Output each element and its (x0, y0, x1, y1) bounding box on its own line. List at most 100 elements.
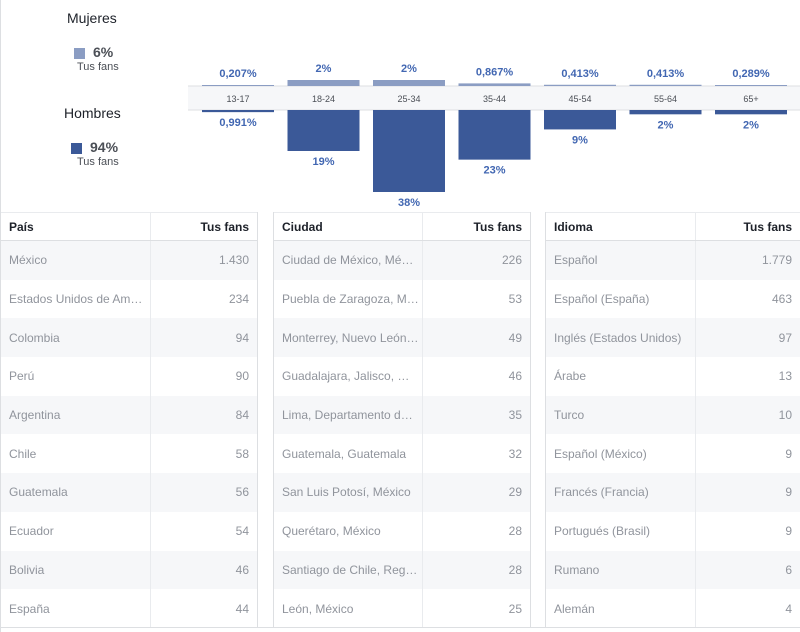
cities-row-name: Guadalajara, Jalisco, … (274, 357, 423, 396)
countries-row-name: Guatemala (1, 473, 151, 512)
table-row: Perú 90 (1, 357, 257, 396)
languages-row-value: 1.779 (761, 253, 792, 268)
languages-table-header: Idioma Tus fans (546, 212, 800, 241)
languages-row-name: Portugués (Brasil) (546, 511, 696, 551)
cities-row-name: Ciudad de México, Mé… (274, 241, 423, 280)
women-data-label: 2% (401, 63, 417, 75)
men-bar-13-17 (202, 110, 274, 113)
men-bar-45-54 (544, 110, 616, 130)
cities-row-value: 49 (508, 330, 522, 345)
languages-row-name: Árabe (546, 357, 696, 396)
languages-row-value: 13 (778, 369, 792, 384)
cities-row-value: 28 (508, 524, 522, 539)
table-row: Guadalajara, Jalisco, … 46 (274, 357, 530, 396)
languages-table-body: Español 1.779 Español (España) 463 Inglés (E… (546, 241, 800, 628)
countries-row-name: Colombia (1, 318, 151, 358)
men-data-label: 0,991% (219, 117, 257, 129)
age-tick-label: 13-17 (226, 94, 249, 104)
table-row: Estados Unidos de Am… 234 (1, 279, 257, 319)
languages-row-name: Español (546, 241, 696, 280)
languages-row-name: Alemán (546, 589, 696, 628)
table-row: Español (México) 9 (546, 434, 800, 474)
cities-row-value: 29 (508, 485, 522, 500)
languages-row-value: 6 (785, 562, 792, 577)
countries-row-value: 46 (235, 562, 249, 577)
languages-row-value: 10 (778, 408, 792, 423)
table-row: Guatemala 56 (1, 473, 257, 512)
cities-row-name: Santiago de Chile, Reg… (274, 550, 423, 590)
women-subtitle: Tus fans (77, 61, 119, 73)
table-row: Lima, Departamento d… 35 (274, 395, 530, 435)
languages-row-name: Español (México) (546, 434, 696, 474)
table-row: Turco 10 (546, 395, 800, 435)
countries-row-name: Perú (1, 357, 151, 396)
table-row: Francés (Francia) 9 (546, 473, 800, 512)
table-row: Árabe 13 (546, 357, 800, 396)
table-row: Portugués (Brasil) 9 (546, 511, 800, 551)
table-gap-1 (257, 212, 274, 628)
table-row: Puebla de Zaragoza, M… 53 (274, 279, 530, 319)
men-subtitle: Tus fans (77, 156, 119, 168)
languages-row-name: Francés (Francia) (546, 473, 696, 512)
table-row: Ecuador 54 (1, 511, 257, 551)
countries-row-value: 56 (235, 485, 249, 500)
cities-row-name: Puebla de Zaragoza, M… (274, 279, 423, 319)
women-data-label: 0,413% (561, 68, 599, 80)
men-bar-25-34 (373, 110, 445, 192)
age-tick-label: 45-54 (568, 94, 591, 104)
age-tick-label: 18-24 (312, 94, 335, 104)
countries-row-name: Bolivia (1, 550, 151, 590)
women-bar-13-17 (202, 85, 274, 86)
cities-row-value: 32 (508, 446, 522, 461)
countries-row-value: 1.430 (218, 253, 249, 268)
languages-row-value: 463 (771, 292, 792, 307)
table-row: Español (España) 463 (546, 279, 800, 319)
men-data-label: 23% (483, 165, 505, 177)
countries-table-body: México 1.430 Estados Unidos de Am… 234 Colom… (1, 241, 257, 628)
countries-row-name: Chile (1, 434, 151, 474)
women-bar-18-24 (287, 80, 360, 86)
table-row: Santiago de Chile, Reg… 28 (274, 550, 530, 590)
age-axis-band (188, 86, 800, 110)
countries-row-value: 58 (235, 446, 249, 461)
women-percent: 6% (93, 44, 114, 60)
age-tick-label: 55-64 (654, 94, 677, 104)
countries-header-value: Tus fans (200, 219, 249, 234)
men-data-label: 19% (312, 156, 334, 168)
cities-row-name: San Luis Potosí, México (274, 473, 423, 512)
table-row: Monterrey, Nuevo León… 49 (274, 318, 530, 358)
table-row: Colombia 94 (1, 318, 257, 358)
women-bar-35-44 (458, 83, 531, 86)
countries-row-name: México (1, 241, 151, 280)
countries-row-value: 234 (228, 292, 249, 307)
table-row: México 1.430 (1, 241, 257, 280)
age-gender-chart: 13-17 0,207% 0,991% 18-24 2% 19% 25-34 2% 38% 35-… (188, 63, 800, 209)
cities-header-name: Ciudad (274, 213, 423, 240)
languages-row-value: 9 (785, 485, 792, 500)
languages-row-value: 97 (778, 330, 792, 345)
men-data-label: 9% (572, 134, 588, 146)
women-data-label: 2% (316, 63, 332, 75)
men-bar-65+ (715, 110, 787, 115)
languages-row-name: Rumano (546, 550, 696, 590)
cities-table: Ciudad Tus fans Ciudad de México, Mé… 226… (274, 212, 530, 628)
table-row: Argentina 84 (1, 395, 257, 435)
countries-table: País Tus fans México 1.430 Estados Unidos … (1, 212, 257, 628)
cities-row-name: Monterrey, Nuevo León… (274, 318, 423, 358)
women-legend-swatch (74, 48, 85, 59)
men-data-label: 38% (398, 197, 420, 209)
women-bar-65+ (715, 85, 787, 86)
men-title: Hombres (64, 105, 121, 121)
men-bar-55-64 (629, 110, 702, 115)
languages-row-value: 9 (785, 446, 792, 461)
table-row: Inglés (Estados Unidos) 97 (546, 318, 800, 358)
table-row: Alemán 4 (546, 589, 800, 628)
cities-table-header: Ciudad Tus fans (274, 212, 530, 241)
cities-row-name: Lima, Departamento d… (274, 395, 423, 435)
table-row: Rumano 6 (546, 550, 800, 590)
cities-row-name: Guatemala, Guatemala (274, 434, 423, 474)
table-row: Bolivia 46 (1, 550, 257, 590)
languages-row-name: Inglés (Estados Unidos) (546, 318, 696, 358)
countries-row-value: 90 (235, 369, 249, 384)
women-data-label: 0,867% (476, 66, 514, 78)
